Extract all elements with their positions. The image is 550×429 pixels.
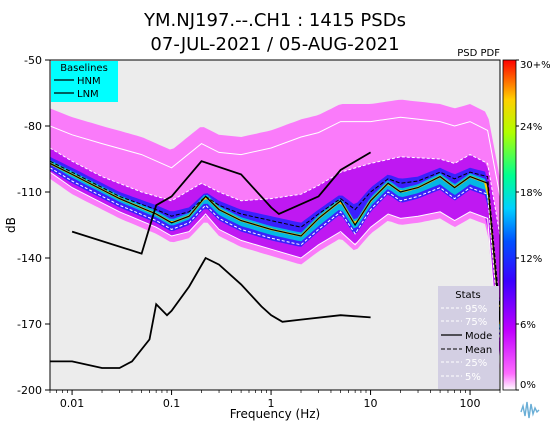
y-axis-ticks: -50 -80 -110 -140 -170 -200 (17, 54, 50, 397)
x-tick-label: 1 (268, 397, 275, 410)
colorbar-ticks: 0% 6% 12% 18% 24% 30+% (516, 59, 550, 391)
y-tick-label: -170 (17, 318, 42, 331)
x-tick-label: 100 (460, 397, 481, 410)
colorbar-tick-label: 24% (520, 122, 542, 133)
baselines-legend-box (51, 61, 118, 102)
plot-frame (49, 59, 501, 391)
y-axis-label: dB (4, 217, 18, 233)
5pct-curve (50, 171, 500, 369)
25pct-curve (50, 167, 500, 342)
hnm-curve (71, 151, 372, 255)
pdf-band-inner (50, 156, 500, 344)
lnm-legend-label: LNM (77, 89, 99, 100)
colorbar-tick-label: 18% (520, 188, 542, 199)
stats-legend-box (438, 286, 499, 389)
lnm-curve (50, 256, 371, 369)
x-tick-label: 10 (364, 397, 378, 410)
mean-legend-label: Mean (465, 345, 492, 356)
mean-curve (50, 160, 500, 314)
mode-curve (50, 162, 500, 325)
pdf-band-mid (50, 148, 500, 368)
p75-legend-label: 75% (465, 317, 487, 328)
y-tick-label: -80 (24, 120, 42, 133)
mode-legend-label: Mode (465, 331, 492, 342)
95pct-curve (50, 116, 500, 197)
75pct-curve (50, 147, 500, 237)
hnm-legend-label: HNM (77, 76, 101, 87)
colorbar-tick-label: 12% (520, 254, 542, 265)
colorbar-gradient (502, 59, 517, 391)
x-tick-label: 0.01 (60, 397, 85, 410)
baselines-legend-title: Baselines (60, 63, 108, 74)
colorbar-tick-label: 6% (520, 320, 536, 331)
logo-waveform-icon (520, 401, 540, 419)
chart-subtitle: 07-JUL-2021 / 05-AUG-2021 (150, 34, 399, 55)
y-tick-label: -140 (17, 252, 42, 265)
x-axis-ticks: 0.01 0.1 1 10 100 (49, 390, 501, 410)
waveform-logo (518, 396, 544, 422)
colorbar-tick-label: 30+% (520, 60, 550, 71)
y-tick-label: -110 (17, 186, 42, 199)
p95-legend-label: 95% (465, 304, 487, 315)
stats-legend: Stats 95% 75% Mode Mean 25% 5% (438, 286, 499, 389)
y-tick-label: -200 (17, 384, 42, 397)
curve-layer (50, 116, 500, 369)
colorbar-tick-label: 0% (520, 380, 536, 391)
x-axis-label: Frequency (Hz) (230, 407, 321, 421)
p25-legend-label: 25% (465, 358, 487, 369)
x-tick-label: 0.1 (163, 397, 181, 410)
y-tick-label: -50 (24, 54, 42, 67)
baselines-legend: Baselines HNM LNM (51, 61, 118, 102)
colorbar-title: PSD PDF (457, 48, 500, 59)
p5-legend-label: 5% (465, 372, 481, 383)
chart-title: YM.NJ197.--.CH1 : 1415 PSDs (143, 10, 406, 31)
stats-legend-title: Stats (455, 290, 481, 301)
